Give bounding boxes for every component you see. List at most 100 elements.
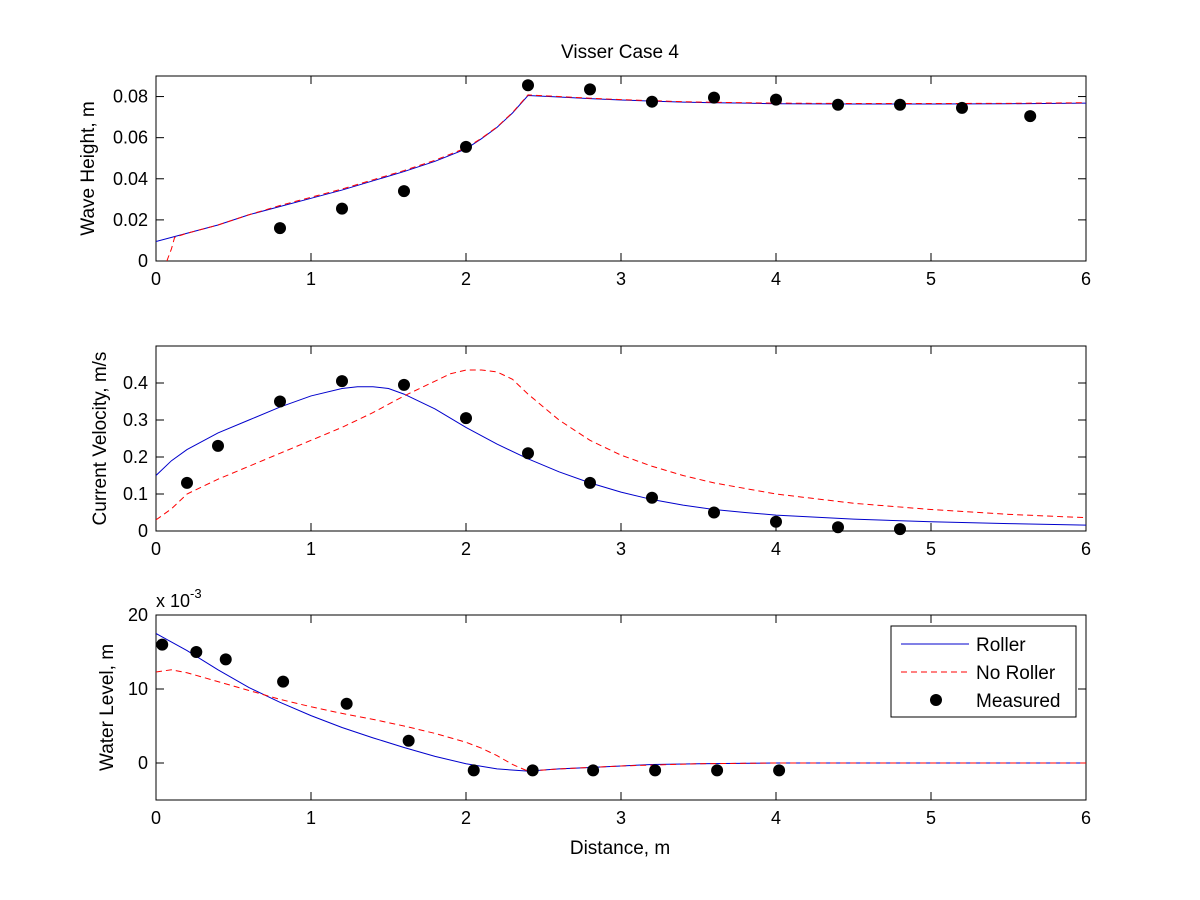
data-point-measured bbox=[584, 83, 596, 96]
x-tick-label: 6 bbox=[1081, 269, 1091, 289]
data-point-measured bbox=[277, 675, 290, 688]
y-exponent-label: x 10-3 bbox=[156, 586, 202, 611]
chart-panels: 0 1 2 3 4 5 6 0 0.02 0.04 0.06 0.08 Wave Height, m 0 1… bbox=[78, 75, 1091, 828]
y-tick-label: 0 bbox=[138, 521, 148, 541]
legend-item: No Roller bbox=[901, 663, 1056, 684]
y-axis-label: Current Velocity, m/s bbox=[90, 352, 111, 526]
data-point-measured bbox=[646, 491, 658, 504]
y-exponent-base: x 10 bbox=[156, 591, 190, 611]
chart-title: Visser Case 4 bbox=[561, 42, 679, 63]
legend-item: Roller bbox=[901, 635, 1026, 656]
y-axis-label: Water Level, m bbox=[97, 644, 118, 771]
data-point-measured bbox=[181, 476, 193, 489]
y-tick-label: 0.04 bbox=[113, 169, 148, 189]
data-point-measured bbox=[190, 646, 203, 658]
data-point-measured bbox=[212, 439, 224, 452]
legend: Roller No Roller Measured bbox=[890, 625, 1077, 718]
x-tick-label: 2 bbox=[461, 269, 471, 289]
data-point-measured bbox=[460, 412, 472, 425]
y-tick-label: 10 bbox=[128, 679, 148, 699]
x-tick-label: 5 bbox=[926, 808, 936, 828]
data-point-measured bbox=[773, 764, 786, 777]
panel-1: 0 1 2 3 4 5 6 0 0.02 0.04 0.06 0.08 Wave Height, m bbox=[78, 75, 1091, 289]
x-tick-label: 0 bbox=[151, 539, 161, 559]
legend-label: No Roller bbox=[976, 663, 1056, 684]
data-point-measured bbox=[770, 93, 782, 106]
data-point-measured bbox=[956, 101, 968, 114]
data-point-measured bbox=[522, 447, 534, 460]
x-tick-label: 6 bbox=[1081, 808, 1091, 828]
y-tick-label: 0.06 bbox=[113, 128, 148, 148]
data-point-measured bbox=[584, 476, 596, 489]
y-tick-label: 0.2 bbox=[123, 447, 148, 467]
legend-marker-measured bbox=[930, 694, 942, 706]
data-point-measured bbox=[522, 79, 534, 92]
panel-series bbox=[156, 369, 1086, 526]
data-point-measured bbox=[832, 98, 844, 111]
legend-label: Roller bbox=[976, 635, 1026, 656]
x-tick-label: 6 bbox=[1081, 539, 1091, 559]
y-tick-label: 0.08 bbox=[113, 87, 148, 107]
x-tick-label: 1 bbox=[306, 539, 316, 559]
y-tick-label: 0.02 bbox=[113, 210, 148, 230]
data-point-measured bbox=[398, 378, 410, 391]
data-point-measured bbox=[219, 653, 232, 666]
x-tick-label: 0 bbox=[151, 808, 161, 828]
y-tick-label: 0.1 bbox=[123, 484, 148, 504]
data-point-measured bbox=[467, 764, 480, 777]
series-line-no-roller bbox=[166, 94, 1086, 261]
x-tick-label: 1 bbox=[306, 269, 316, 289]
x-tick-label: 0 bbox=[151, 269, 161, 289]
data-point-measured bbox=[587, 764, 600, 777]
x-tick-label: 2 bbox=[461, 808, 471, 828]
series-line-roller bbox=[156, 386, 1086, 526]
panel-series bbox=[156, 94, 1086, 261]
y-tick-label: 0.3 bbox=[123, 410, 148, 430]
panel-2: 0 1 2 3 4 5 6 0 0.1 0.2 0.3 0.4 Current Velocity, m/… bbox=[90, 345, 1091, 559]
data-point-measured bbox=[526, 764, 539, 777]
legend-item: Measured bbox=[930, 691, 1061, 712]
data-point-measured bbox=[274, 222, 286, 235]
x-tick-label: 2 bbox=[461, 539, 471, 559]
data-point-measured bbox=[649, 764, 662, 777]
y-axis-label: Wave Height, m bbox=[78, 101, 99, 235]
data-point-measured bbox=[708, 506, 720, 519]
x-tick-label: 4 bbox=[771, 539, 781, 559]
data-point-measured bbox=[708, 91, 720, 104]
panel-series bbox=[156, 633, 1086, 772]
y-tick-label: 0.4 bbox=[123, 373, 148, 393]
x-tick-label: 5 bbox=[926, 539, 936, 559]
y-tick-label: 0 bbox=[138, 251, 148, 271]
data-point-measured bbox=[646, 95, 658, 108]
x-tick-label: 3 bbox=[616, 539, 626, 559]
data-point-measured bbox=[274, 395, 286, 408]
legend-label: Measured bbox=[976, 691, 1061, 712]
x-tick-label: 4 bbox=[771, 269, 781, 289]
data-point-measured bbox=[894, 98, 906, 111]
data-point-measured bbox=[156, 638, 169, 651]
x-tick-label: 5 bbox=[926, 269, 936, 289]
data-point-measured bbox=[894, 523, 906, 536]
data-point-measured bbox=[832, 521, 844, 534]
x-axis-label: Distance, m bbox=[570, 838, 670, 859]
data-point-measured bbox=[340, 697, 353, 710]
data-point-measured bbox=[336, 202, 348, 215]
data-point-measured bbox=[770, 515, 782, 528]
data-point-measured bbox=[398, 185, 410, 198]
x-tick-label: 3 bbox=[616, 269, 626, 289]
x-tick-label: 3 bbox=[616, 808, 626, 828]
data-point-measured bbox=[402, 734, 415, 747]
series-line-roller bbox=[156, 95, 1086, 242]
plot-area bbox=[155, 345, 1087, 532]
data-point-measured bbox=[460, 140, 472, 153]
y-tick-label: 0 bbox=[138, 753, 148, 773]
series-line-no-roller bbox=[156, 669, 1086, 772]
x-tick-label: 4 bbox=[771, 808, 781, 828]
data-point-measured bbox=[336, 375, 348, 388]
x-tick-label: 1 bbox=[306, 808, 316, 828]
y-tick-label: 20 bbox=[128, 605, 148, 625]
y-exponent-power: -3 bbox=[190, 586, 202, 601]
series-line-no-roller bbox=[156, 369, 1086, 521]
